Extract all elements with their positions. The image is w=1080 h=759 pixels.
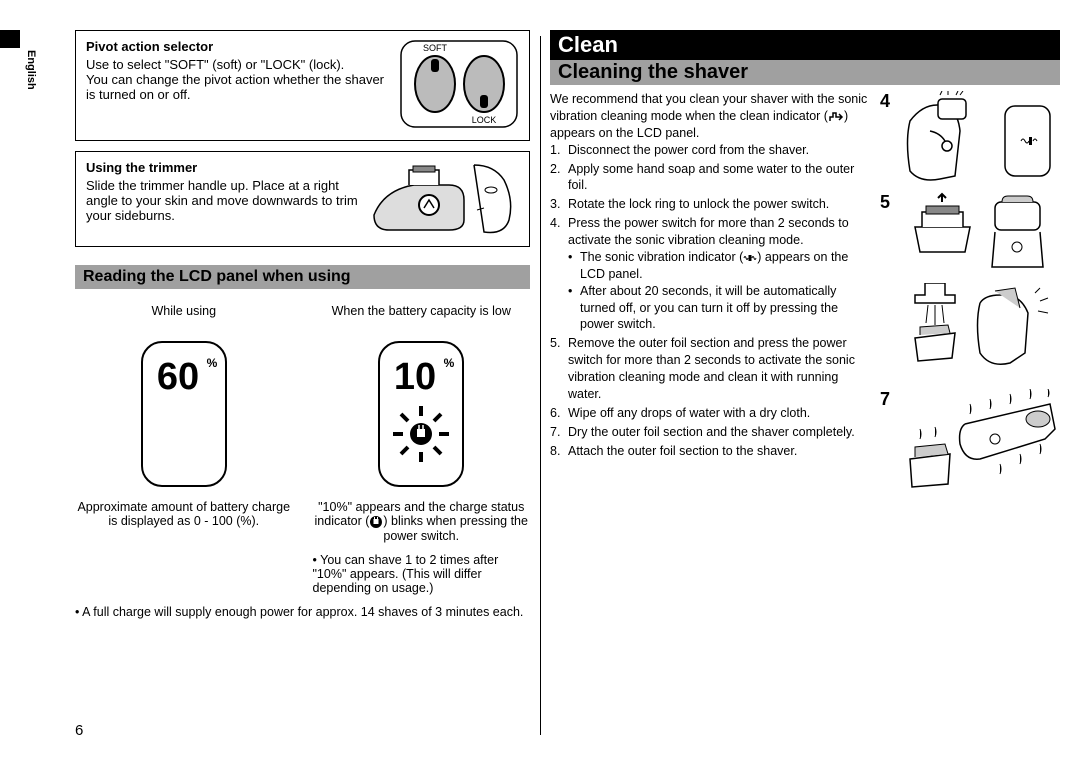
cleaning-subheading: Cleaning the shaver [550, 60, 1060, 85]
step5a-diagram [900, 192, 1060, 277]
step-6: Wipe off any drops of water with a dry c… [550, 405, 870, 422]
img-label-7: 7 [880, 389, 896, 410]
vibration-icon [743, 253, 757, 263]
trimmer-box: Using the trimmer Slide the trimmer hand… [75, 151, 530, 247]
svg-text:%: % [206, 356, 217, 370]
pivot-selector-box: Pivot action selector Use to select "SOF… [75, 30, 530, 141]
lcd-label-2: When the battery capacity is low [313, 304, 531, 334]
trimmer-para: Slide the trimmer handle up. Place at a … [86, 178, 361, 223]
page-number: 6 [75, 722, 83, 739]
step-2: Apply some hand soap and some water to t… [550, 161, 870, 195]
clean-indicator-icon [828, 111, 844, 123]
lcd-note-2: • You can shave 1 to 2 times after "10%"… [313, 553, 531, 595]
cleaning-steps: Disconnect the power cord from the shave… [550, 142, 870, 460]
lcd-desc-1: Approximate amount of battery charge is … [75, 500, 293, 528]
lcd-panel-10-icon: 10 % [376, 339, 466, 489]
step-8: Attach the outer foil section to the sha… [550, 443, 870, 460]
pivot-para2: You can change the pivot action whether … [86, 72, 389, 102]
cleaning-illustrations: 4 5 [880, 91, 1060, 504]
plug-icon [369, 515, 383, 529]
charge-footnote: • A full charge will supply enough power… [75, 605, 530, 619]
img-label-4: 4 [880, 91, 896, 112]
trimmer-heading: Using the trimmer [86, 160, 361, 175]
cleaning-text: We recommend that you clean your shaver … [550, 91, 870, 504]
pivot-selector-diagram: SOFT LOCK [399, 39, 519, 132]
step7-diagram [900, 389, 1060, 504]
img-label-5: 5 [880, 192, 896, 213]
step-5: Remove the outer foil section and press … [550, 335, 870, 403]
lcd-cell-low: When the battery capacity is low 10 % [313, 304, 531, 595]
svg-text:60: 60 [157, 356, 199, 398]
step-3: Rotate the lock ring to unlock the power… [550, 196, 870, 213]
svg-text:%: % [444, 356, 455, 370]
lcd-cell-using: While using 60 % Approximate amount of b… [75, 304, 293, 595]
lcd-heading: Reading the LCD panel when using [75, 265, 530, 289]
step-7: Dry the outer foil section and the shave… [550, 424, 870, 441]
step5b-diagram [900, 283, 1060, 383]
column-divider [540, 36, 541, 735]
step-4-sub1: The sonic vibration indicator () appears… [568, 249, 870, 283]
svg-text:10: 10 [394, 356, 436, 398]
lcd-row: While using 60 % Approximate amount of b… [75, 304, 530, 595]
language-marker-bar [0, 30, 20, 48]
right-column: Clean Cleaning the shaver We recommend t… [550, 30, 1060, 739]
left-column: Pivot action selector Use to select "SOF… [20, 30, 530, 739]
svg-text:LOCK: LOCK [472, 115, 497, 125]
pivot-heading: Pivot action selector [86, 39, 389, 54]
lcd-panel-60-icon: 60 % [139, 339, 229, 489]
trimmer-diagram [369, 160, 519, 238]
lcd-label-1: While using [75, 304, 293, 334]
svg-text:SOFT: SOFT [423, 43, 448, 53]
step-1: Disconnect the power cord from the shave… [550, 142, 870, 159]
lcd-desc-2: "10%" appears and the charge status indi… [313, 500, 531, 543]
step-4: Press the power switch for more than 2 s… [550, 215, 870, 333]
pivot-para1: Use to select "SOFT" (soft) or "LOCK" (l… [86, 57, 389, 72]
step4-diagram [900, 91, 1060, 186]
step-4-sub2: After about 20 seconds, it will be autom… [568, 283, 870, 334]
clean-heading: Clean [550, 30, 1060, 60]
